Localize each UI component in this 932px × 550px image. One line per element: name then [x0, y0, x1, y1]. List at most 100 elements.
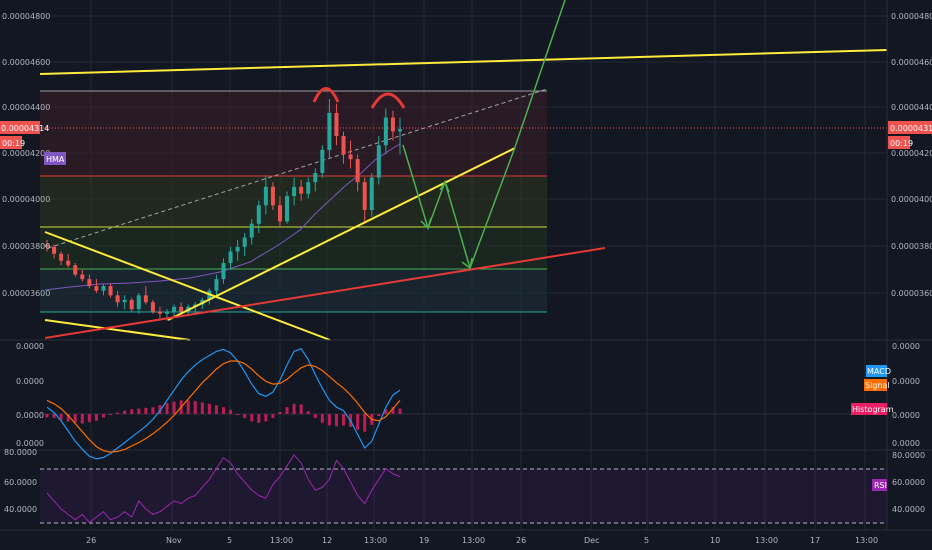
fibonacci-retracement[interactable] [40, 90, 547, 313]
histogram-bar [398, 408, 402, 414]
macd-axis-right[interactable]: 0.0000 0.0000 0.0000 0.0000 [892, 342, 920, 448]
histogram-bar [66, 414, 70, 422]
histogram-bar [123, 410, 127, 414]
candle-body [249, 223, 254, 238]
macd-tick-left: 0.0000 [16, 377, 44, 386]
candle [157, 306, 162, 319]
candle-body [66, 260, 71, 266]
hma-label: HMA [46, 155, 65, 164]
candle [235, 239, 240, 261]
red-rising-trendline[interactable] [44, 247, 606, 339]
macd-tick-right: 0.0000 [892, 342, 920, 351]
histogram-bar [207, 403, 211, 414]
macd-pane[interactable] [40, 347, 887, 460]
time-tick: 17 [810, 536, 820, 545]
green-projection-path[interactable] [402, 0, 566, 271]
histogram-bar [257, 414, 261, 423]
candle-body [327, 112, 332, 150]
rsi-tick-right: 80.0000 [892, 451, 925, 460]
candle-body [101, 286, 106, 291]
candle-body [235, 246, 240, 252]
histogram-bar [285, 407, 289, 414]
candle [221, 258, 226, 284]
macd-line [46, 347, 401, 460]
histogram-bar [222, 407, 225, 414]
histogram-bar [264, 414, 268, 422]
candle [362, 177, 367, 224]
histogram-bar [214, 405, 218, 414]
price-tick-left: 0.00004400 [2, 103, 50, 112]
candle-body [94, 286, 99, 291]
candle-body [87, 279, 92, 287]
projection-arrowheads [420, 180, 473, 270]
candle-body [263, 186, 268, 206]
yellow-rising-trendline[interactable] [167, 147, 516, 321]
yellow-falling-line[interactable] [44, 231, 331, 341]
candle-body [306, 182, 311, 194]
candle-body [285, 196, 290, 222]
candle-body [214, 279, 219, 291]
dashed-trendline[interactable] [47, 88, 548, 249]
histogram-bar [101, 414, 105, 418]
candle [306, 177, 311, 199]
candle [150, 299, 155, 314]
candle [285, 191, 290, 224]
candle [277, 196, 282, 227]
head-shoulders-right-arc [370, 92, 406, 109]
drawings[interactable] [39, 0, 888, 341]
yellow-bottom-line[interactable] [44, 319, 191, 341]
candle [390, 110, 395, 141]
histogram-bar [87, 414, 91, 423]
candle-body [45, 244, 49, 247]
head-shoulders-left-arc [312, 87, 340, 103]
candle-body [362, 182, 367, 210]
time-axis[interactable]: 26 Nov 5 13:00 12 13:00 19 13:00 26 Dec … [86, 536, 878, 545]
rsi-tick-right: 60.0000 [892, 478, 925, 487]
time-tick: 12 [322, 536, 332, 545]
candle [398, 117, 402, 155]
yellow-top-channel-line[interactable] [39, 49, 888, 75]
candle-body [150, 302, 155, 312]
candle [256, 200, 261, 233]
price-tick-right: 0.00004000 [891, 195, 932, 204]
hma-line [44, 143, 401, 291]
hma-legend-badge[interactable]: HMA [44, 152, 66, 165]
rsi-axis-left: 80.0000 60.0000 40.0000 [4, 448, 37, 514]
candle [355, 154, 360, 192]
candle-body [52, 246, 57, 254]
rsi-axis-right[interactable]: 80.0000 60.0000 40.0000 [892, 451, 925, 514]
histogram-bar [137, 408, 141, 414]
macd-tick-left: 0.0000 [16, 439, 44, 448]
price-axis-right[interactable]: 0.00004800 0.00004600 0.00004400 0.00004… [891, 12, 932, 298]
price-tick-left: 0.00003600 [2, 289, 50, 298]
fib-zone-3 [40, 176, 547, 227]
candle-body [398, 129, 402, 132]
histogram-bar [193, 401, 197, 414]
candle [143, 286, 148, 305]
candle [369, 172, 374, 217]
rsi-tick-left: 40.0000 [4, 505, 37, 514]
candle [80, 269, 85, 282]
candle-body [80, 274, 85, 280]
rsi-pane[interactable] [40, 454, 887, 524]
macd-legend[interactable]: MACD Signal Histogram [851, 365, 894, 415]
candle [341, 131, 346, 164]
candle-body [59, 253, 64, 261]
candle [115, 290, 120, 307]
candle [214, 274, 219, 296]
time-tick: Nov [166, 536, 182, 545]
histogram-bar [320, 414, 324, 423]
candle [228, 246, 233, 270]
candle-body [143, 295, 148, 303]
histogram-bar [109, 414, 113, 415]
candle-body [179, 306, 184, 312]
candle-body [320, 149, 325, 173]
histogram-bar [377, 414, 381, 417]
rsi-legend[interactable]: RSI [872, 479, 887, 491]
histogram-bar [229, 409, 233, 414]
candle-body [299, 186, 304, 194]
fib-zone-2 [40, 128, 547, 176]
candle-body [122, 299, 127, 303]
